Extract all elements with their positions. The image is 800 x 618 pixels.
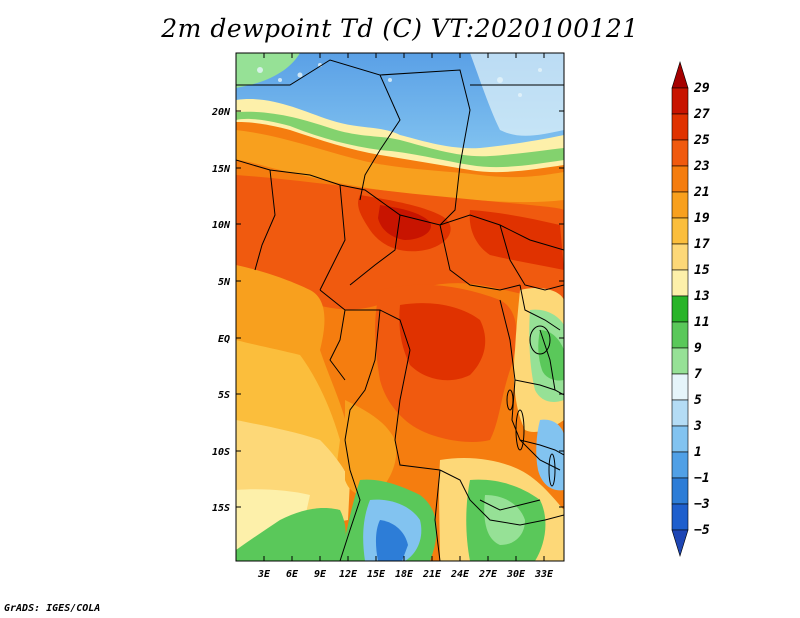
colorbar-label: −3 (694, 497, 710, 512)
lon-label-30e: 30E (506, 569, 526, 580)
map-frame (235, 52, 565, 562)
colorbar-swatch (671, 60, 689, 89)
colorbar-label: 5 (694, 393, 702, 408)
colorbar-label: 15 (694, 263, 710, 278)
lon-label-27e: 27E (478, 569, 498, 580)
colorbar-label: 7 (694, 367, 702, 382)
lon-label-3e: 3E (257, 569, 271, 580)
lat-label-15n: 15N (212, 164, 231, 175)
colorbar-labels: 29 27 25 23 21 19 17 15 13 11 9 7 5 3 1 −1 −3 −5 (693, 81, 710, 538)
colorbar-swatch (671, 529, 689, 558)
lon-label-6e: 6E (286, 569, 299, 580)
lat-label-10n: 10N (212, 220, 231, 231)
lon-label-21e: 21E (422, 569, 442, 580)
colorbar-swatch (671, 373, 689, 401)
colorbar-label: −1 (694, 471, 710, 486)
latitude-axis (236, 110, 564, 508)
colorbar-swatch (671, 295, 689, 323)
colorbar-label: 27 (693, 107, 710, 122)
colorbar-swatch (671, 477, 689, 505)
lon-label-33e: 33E (534, 569, 554, 580)
grads-credit: GrADS: IGES/COLA (4, 603, 101, 614)
plot-title: 2m dewpoint Td (C) VT:2020100121 (161, 14, 639, 43)
colorbar-swatch (671, 451, 689, 479)
colorbar-swatch (671, 243, 689, 271)
colorbar: 29 27 25 23 21 19 17 15 13 11 9 7 5 3 1 −1 −3 −5 (671, 60, 710, 558)
colorbar-label: 3 (693, 419, 702, 434)
colorbar-label: 29 (693, 81, 710, 96)
lat-label-10s: 10S (212, 447, 230, 458)
colorbar-label: 19 (694, 211, 710, 226)
colorbar-swatches (671, 60, 689, 558)
colorbar-swatch (671, 399, 689, 427)
lat-label-20n: 20N (211, 107, 231, 118)
lat-label-5s: 5S (218, 390, 230, 401)
colorbar-label: 17 (694, 237, 710, 252)
colorbar-label: 25 (693, 133, 710, 148)
lat-label-5n: 5N (218, 277, 231, 288)
colorbar-label: 1 (694, 445, 702, 460)
colorbar-label: 21 (693, 185, 710, 200)
colorbar-label: 13 (694, 289, 710, 304)
lon-label-24e: 24E (450, 569, 470, 580)
lon-label-12e: 12E (339, 569, 358, 580)
colorbar-swatch (671, 503, 689, 531)
latitude-labels: 20N 15N 10N 5N EQ 5S 10S 15S (211, 107, 231, 514)
colorbar-swatch (671, 347, 689, 375)
longitude-labels: 3E 6E 9E 12E 15E 18E 21E 24E 27E 30E 33E (257, 569, 554, 580)
colorbar-swatch (671, 217, 689, 245)
colorbar-swatch (671, 425, 689, 453)
country-borders (236, 59, 564, 561)
colorbar-swatch (671, 87, 689, 115)
colorbar-label: −5 (694, 523, 710, 538)
colorbar-swatch (671, 139, 689, 167)
colorbar-swatch (671, 191, 689, 219)
lat-label-15s: 15S (212, 503, 230, 514)
lon-label-15e: 15E (367, 569, 386, 580)
colorbar-label: 11 (694, 315, 710, 330)
lon-label-9e: 9E (314, 569, 327, 580)
lon-label-18e: 18E (395, 569, 414, 580)
colorbar-swatch (671, 113, 689, 141)
colorbar-label: 23 (693, 159, 710, 174)
colorbar-swatch (671, 269, 689, 297)
dewpoint-field (236, 53, 564, 561)
longitude-axis (263, 53, 545, 561)
colorbar-swatch (671, 165, 689, 193)
colorbar-swatch (671, 321, 689, 349)
colorbar-label: 9 (694, 341, 702, 356)
lat-label-eq: EQ (218, 334, 230, 345)
